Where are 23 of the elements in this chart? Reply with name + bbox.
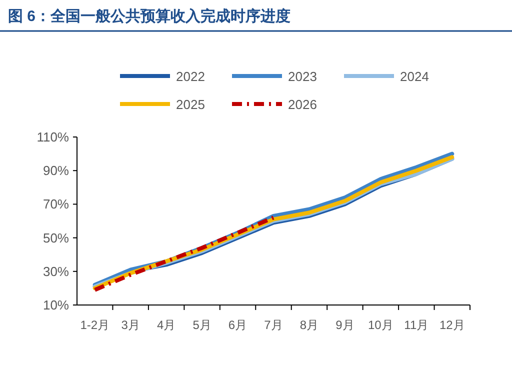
legend-label: 2023	[288, 69, 317, 84]
legend-label: 2026	[288, 97, 317, 112]
x-tick-label: 8月	[300, 318, 319, 332]
x-tick-label: 3月	[121, 318, 140, 332]
y-tick-label: 110%	[36, 130, 70, 144]
x-tick-label: 9月	[336, 318, 354, 332]
y-tick-label: 30%	[42, 264, 70, 279]
y-tick-label: 90%	[42, 163, 70, 178]
y-tick-label: 10%	[42, 298, 70, 312]
x-tick-label: 10月	[368, 318, 394, 332]
x-tick-label: 7月	[264, 318, 283, 332]
x-tick-label: 12月	[439, 318, 465, 332]
legend-label: 2022	[176, 69, 205, 84]
x-tick-label: 5月	[192, 318, 212, 332]
legend-label: 2025	[176, 97, 205, 112]
x-tick-label: 6月	[228, 318, 248, 332]
legend-label: 2024	[400, 69, 429, 84]
y-tick-label: 50%	[42, 230, 70, 246]
x-tick-label: 1-2月	[80, 318, 110, 332]
y-tick-label: 70%	[42, 196, 70, 212]
x-tick-label: 11月	[404, 318, 429, 332]
chart-title: 图 6：全国一般公共预算收入完成时序进度	[8, 7, 291, 25]
x-tick-label: 4月	[156, 318, 176, 332]
